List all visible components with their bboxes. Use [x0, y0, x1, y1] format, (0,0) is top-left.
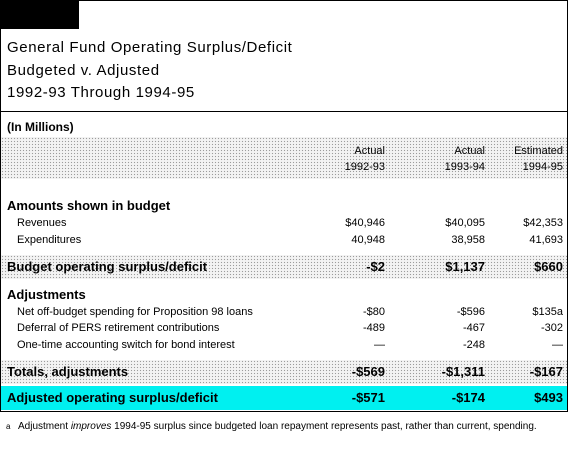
exhibit-tab: [1, 1, 79, 29]
footnote-text: Adjustment improves 1994-95 surplus sinc…: [18, 421, 537, 432]
footnote-mark: a: [6, 422, 11, 431]
units-label: (In Millions): [7, 120, 74, 134]
title-divider: [1, 111, 567, 112]
title-line-2: Budgeted v. Adjusted: [7, 62, 160, 79]
title-line-1: General Fund Operating Surplus/Deficit: [7, 39, 293, 56]
column-header-1993-94: Actual 1993-94: [444, 145, 485, 173]
table-row-totals: Totals, adjustments -$569 -$1,311 -$167: [1, 360, 567, 384]
column-header: Actual 1992-93 Actual 1993-94 Estimated 199…: [1, 137, 567, 179]
column-header-1992-93: Actual 1992-93: [344, 145, 385, 173]
exhibit-frame: General Fund Operating Surplus/Deficit B…: [0, 0, 568, 412]
table-row-budget-surplus: Budget operating surplus/deficit -$2 $1,…: [1, 255, 567, 279]
column-header-1994-95: Estimated 1994-95: [514, 145, 563, 173]
title-line-3: 1992-93 Through 1994-95: [7, 84, 195, 101]
table-row-adjusted: Adjusted operating surplus/deficit -$571…: [1, 386, 567, 410]
footnote: a Adjustment improves 1994-95 surplus si…: [6, 420, 561, 434]
